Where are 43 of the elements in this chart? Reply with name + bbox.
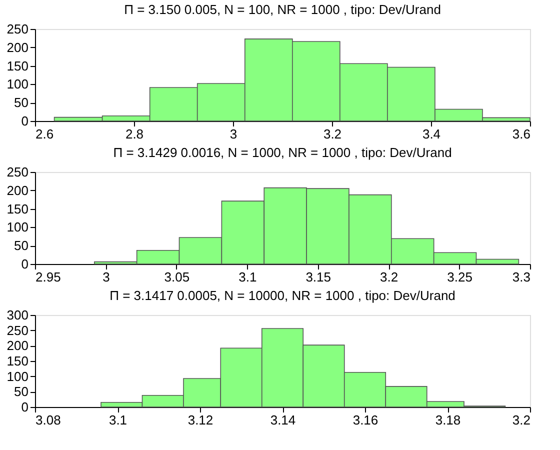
- chart-title: Π = 3.150 0.005, N = 100, NR = 1000 , tipo: Dev/Urand: [124, 2, 441, 17]
- x-tick-label: 3.1: [108, 412, 128, 428]
- y-tick-label: 0: [21, 114, 28, 128]
- y-tick-label: 250: [6, 322, 28, 338]
- y-tick-label: 150: [6, 354, 28, 368]
- x-tick-label: 3.6: [512, 126, 530, 142]
- y-tick-label: 100: [6, 220, 28, 235]
- x-tick-label: 2.95: [36, 270, 61, 284]
- y-tick-label: 200: [6, 338, 28, 354]
- x-tick-label: 3.2: [323, 126, 342, 142]
- y-tick-label: 0: [21, 400, 28, 414]
- y-tick-label: 300: [6, 308, 28, 322]
- x-tick-label: 3.05: [164, 270, 190, 284]
- y-tick-label: 50: [14, 384, 28, 400]
- y-tick-label: 0: [21, 256, 28, 272]
- x-tick-label: 3.1: [238, 270, 257, 284]
- y-tick-label: 200: [6, 40, 28, 55]
- x-tick-label: 3.25: [447, 270, 472, 284]
- y-tick-label: 150: [6, 201, 28, 216]
- chart-title: Π = 3.1417 0.0005, N = 10000, NR = 1000 , tipo: Dev/Urand: [110, 288, 456, 303]
- y-tick-label: 250: [6, 164, 28, 180]
- x-tick-label: 3: [102, 270, 110, 284]
- x-tick-label: 3.12: [188, 412, 214, 428]
- x-tick-label: 2.8: [125, 126, 144, 142]
- x-tick-label: 3.2: [512, 412, 530, 428]
- y-tick-label: 150: [6, 58, 28, 74]
- x-tick-label: 3.16: [352, 412, 378, 428]
- chart-title: Π = 3.1429 0.0016, N = 1000, NR = 1000 , tipo: Dev/Urand: [113, 145, 452, 160]
- x-tick-label: 3.4: [422, 126, 441, 142]
- y-tick-label: 200: [6, 182, 28, 198]
- x-tick-label: 3.15: [306, 270, 332, 284]
- x-tick-label: 2.6: [36, 126, 54, 142]
- y-tick-label: 100: [6, 368, 28, 384]
- x-tick-label: 3: [230, 126, 238, 142]
- x-tick-label: 3.18: [435, 412, 461, 428]
- y-tick-label: 50: [14, 95, 28, 110]
- y-tick-label: 50: [14, 238, 28, 254]
- x-tick-label: 3.3: [512, 270, 530, 284]
- x-tick-label: 3.14: [270, 412, 296, 428]
- x-tick-label: 3.2: [380, 270, 398, 284]
- x-tick-label: 3.08: [36, 412, 61, 428]
- y-tick-label: 100: [6, 76, 28, 92]
- y-tick-label: 250: [6, 22, 28, 36]
